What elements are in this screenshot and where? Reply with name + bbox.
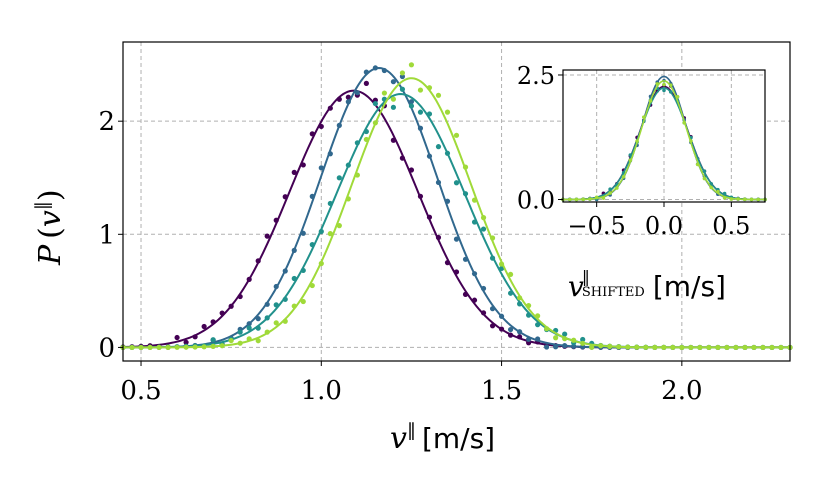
- data-point: [399, 86, 406, 92]
- inset-x-axis-label: v‖ SHIFTED [m/s]: [568, 267, 726, 303]
- fit-curve: [562, 80, 766, 201]
- data-point: [381, 90, 387, 96]
- data-point: [264, 233, 270, 239]
- inset-series-group: [561, 75, 767, 202]
- y-tick-label: 0.0: [517, 187, 555, 215]
- data-point: [408, 62, 415, 68]
- data-point: [345, 94, 351, 100]
- data-point: [291, 169, 297, 175]
- y-tick-label: 2.5: [517, 62, 555, 90]
- data-point: [237, 329, 243, 335]
- series-3: [561, 80, 767, 202]
- data-point: [444, 109, 451, 115]
- x-tick-label: −0.5: [568, 212, 626, 240]
- data-point: [246, 325, 252, 331]
- data-point: [480, 226, 487, 232]
- data-point: [453, 180, 460, 186]
- data-point: [327, 231, 333, 237]
- data-point: [417, 87, 424, 93]
- data-point: [390, 79, 397, 85]
- y-tick-label: 0: [98, 333, 115, 363]
- x-tick-label: 2.0: [661, 376, 702, 406]
- x-tick-label: 0.5: [712, 212, 750, 240]
- data-point: [390, 104, 397, 110]
- data-point: [408, 103, 415, 109]
- data-point: [580, 336, 586, 343]
- data-point: [417, 109, 424, 115]
- data-point: [300, 298, 306, 305]
- data-point: [201, 323, 207, 330]
- data-point: [435, 144, 442, 150]
- data-point: [273, 320, 279, 326]
- series-3: [120, 62, 793, 351]
- main-ticks: 0.5 1.0 1.5 2.0 0 1 2: [98, 107, 702, 406]
- data-point: [228, 337, 234, 344]
- data-point: [354, 90, 360, 96]
- data-point: [589, 344, 595, 350]
- data-point: [390, 96, 397, 102]
- data-point: [553, 335, 559, 341]
- main-series-group: [120, 62, 793, 351]
- data-point: [662, 82, 666, 87]
- data-point: [372, 100, 378, 107]
- inset-ticks: −0.5 0.0 0.5 0.0 2.5: [517, 62, 751, 240]
- data-point: [453, 132, 460, 138]
- data-point: [174, 334, 180, 341]
- x-tick-label: 1.5: [481, 376, 522, 406]
- y-tick-label: 2: [98, 107, 115, 137]
- x-tick-label: 0.5: [120, 376, 161, 406]
- data-point: [435, 92, 442, 98]
- fit-curve: [123, 77, 790, 349]
- y-tick-label: 1: [98, 220, 115, 250]
- data-point: [399, 70, 406, 76]
- data-point: [183, 339, 189, 345]
- data-point: [662, 88, 666, 93]
- x-axis-label: v‖ [m/s]: [390, 420, 495, 456]
- main-plot-frame: [122, 41, 791, 362]
- data-point: [399, 73, 406, 80]
- data-point: [562, 331, 568, 337]
- y-axis-label: P(v‖): [32, 189, 68, 266]
- x-tick-label: 0.0: [645, 212, 683, 240]
- data-point: [255, 338, 261, 344]
- data-point: [336, 175, 342, 181]
- data-point: [363, 80, 369, 86]
- data-point: [507, 326, 514, 333]
- x-tick-label: 1.0: [301, 376, 342, 406]
- data-point: [453, 236, 460, 242]
- data-point: [210, 337, 216, 343]
- data-point: [544, 344, 550, 350]
